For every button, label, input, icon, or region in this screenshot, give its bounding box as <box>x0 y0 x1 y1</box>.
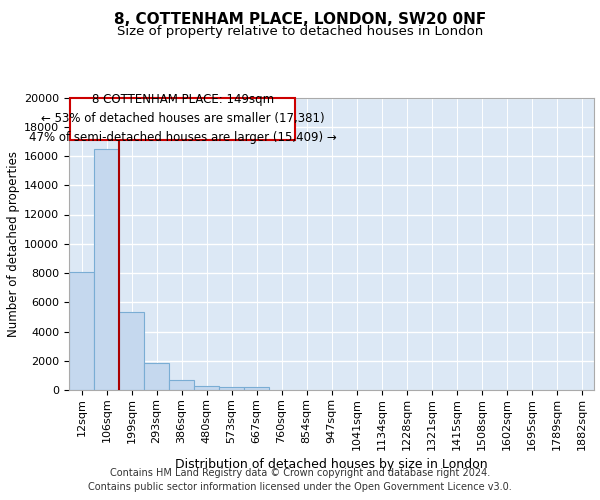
Bar <box>169 380 194 390</box>
Text: Size of property relative to detached houses in London: Size of property relative to detached ho… <box>117 25 483 38</box>
Y-axis label: Number of detached properties: Number of detached properties <box>7 151 20 337</box>
Text: 8 COTTENHAM PLACE: 149sqm
← 53% of detached houses are smaller (17,381)
47% of s: 8 COTTENHAM PLACE: 149sqm ← 53% of detac… <box>29 93 337 144</box>
X-axis label: Distribution of detached houses by size in London: Distribution of detached houses by size … <box>175 458 488 471</box>
Text: Contains public sector information licensed under the Open Government Licence v3: Contains public sector information licen… <box>88 482 512 492</box>
Bar <box>194 386 219 390</box>
Bar <box>69 272 94 390</box>
Bar <box>94 148 119 390</box>
Bar <box>119 312 144 390</box>
Bar <box>219 387 244 390</box>
Bar <box>144 363 169 390</box>
Text: Contains HM Land Registry data © Crown copyright and database right 2024.: Contains HM Land Registry data © Crown c… <box>110 468 490 477</box>
FancyBboxPatch shape <box>70 98 295 140</box>
Text: 8, COTTENHAM PLACE, LONDON, SW20 0NF: 8, COTTENHAM PLACE, LONDON, SW20 0NF <box>114 12 486 28</box>
Bar <box>244 387 269 390</box>
